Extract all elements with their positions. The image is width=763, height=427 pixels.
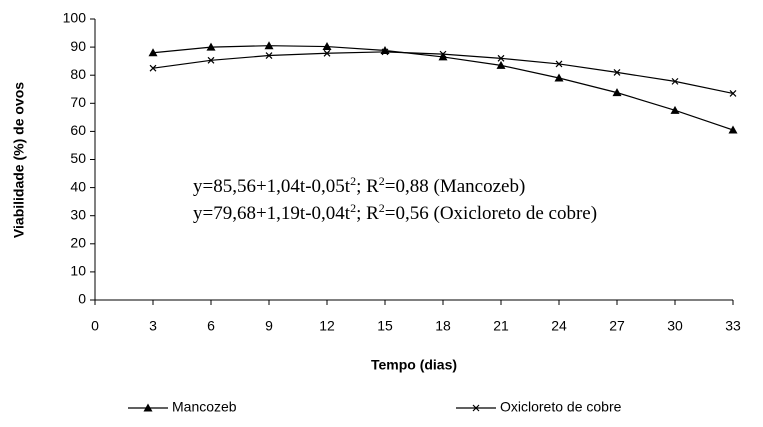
x-tick-label: 18 [435,318,451,334]
annotation-part: ; R [356,176,379,197]
marker [729,90,737,97]
marker [439,50,447,58]
legend-label: Oxicloreto de cobre [500,399,622,415]
x-tick-label: 33 [725,318,741,334]
annotation-part: ; R [356,203,379,224]
y-tick-label: 90 [70,38,86,54]
marker [472,404,480,412]
marker [438,52,448,61]
x-tick-label: 9 [265,318,273,334]
y-axis-label: Viabilidade (%) de ovos [11,82,27,238]
annotation: y=79,68+1,19t-0,04t2; R2=0,56 (Oxicloret… [193,201,597,224]
annotation-part: =0,88 (Mancozeb) [385,176,526,197]
x-tick-label: 30 [667,318,683,334]
y-tick-label: 50 [70,150,86,166]
marker [207,56,215,64]
x-tick-label: 24 [551,318,567,334]
x-tick-label: 12 [319,318,335,334]
y-tick-label: 70 [70,94,86,110]
annotation-part: y=85,56+1,04t-0,05t [193,176,351,197]
y-tick-label: 30 [70,206,86,222]
marker [728,125,738,134]
annotation-part: y=79,68+1,19t-0,04t [193,203,351,224]
marker [322,42,332,51]
marker [497,54,505,62]
x-axis-label: Tempo (dias) [371,357,457,373]
marker [670,105,680,114]
marker [148,48,158,57]
marker [496,60,506,69]
y-tick-label: 80 [70,66,86,82]
annotation-part: =0,56 (Oxicloreto de cobre) [385,203,597,224]
y-tick-label: 60 [70,122,86,138]
marker [143,403,153,412]
marker [149,64,157,72]
x-tick-label: 21 [493,318,509,334]
marker [671,77,679,85]
x-tick-label: 27 [609,318,625,334]
marker [264,41,274,50]
annotation: y=85,56+1,04t-0,05t2; R2=0,88 (Mancozeb) [193,174,525,197]
marker [323,49,331,57]
y-tick-label: 100 [63,10,87,26]
marker [381,48,389,56]
marker [554,73,564,82]
marker [555,60,563,68]
superscript: 2 [379,174,385,188]
x-tick-label: 6 [207,318,215,334]
y-tick-label: 40 [70,178,86,194]
marker [612,88,622,97]
x-tick-label: 15 [377,318,393,334]
x-tick-label: 0 [91,318,99,334]
y-tick-label: 0 [78,291,86,307]
legend-label: Mancozeb [172,399,237,415]
marker [265,52,273,59]
y-tick-label: 20 [70,235,86,251]
marker [206,42,216,51]
superscript: 2 [350,201,356,215]
y-tick-label: 10 [70,263,86,279]
superscript: 2 [379,201,385,215]
x-tick-label: 3 [149,318,157,334]
superscript: 2 [350,174,356,188]
marker [613,68,621,76]
